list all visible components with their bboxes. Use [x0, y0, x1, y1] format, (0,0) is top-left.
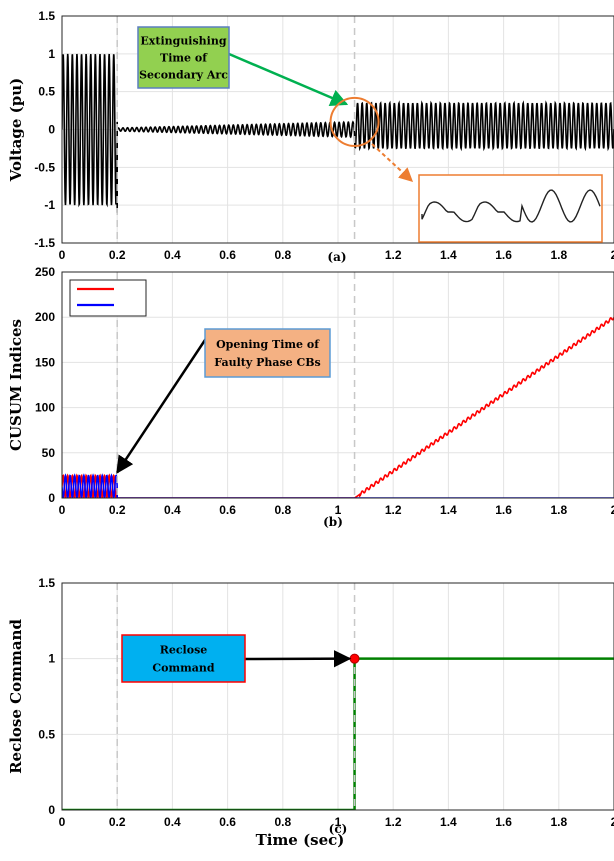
annotation: Extinguishing Time of Secondary Arc — [137, 26, 349, 107]
x-tick-label: 0.2 — [109, 248, 126, 262]
y-tick-label: 0 — [48, 123, 55, 137]
annotation-text: Faulty Phase CBs — [214, 356, 320, 369]
x-tick-label: 0.8 — [274, 503, 291, 517]
annotation-text: Reclose — [160, 644, 208, 657]
annotation-text: Command — [152, 662, 214, 675]
x-tick-label: 1.6 — [495, 503, 512, 517]
y-tick-label: 0.5 — [38, 85, 55, 99]
y-axis-label: Voltage (pu) — [7, 78, 25, 182]
y-tick-label: 50 — [42, 446, 56, 460]
y-tick-label: -1 — [44, 198, 55, 212]
annotation-box — [121, 634, 246, 683]
x-tick-label: 1.2 — [385, 815, 402, 829]
y-tick-label: 1 — [48, 652, 55, 666]
x-tick-label: 1.2 — [385, 248, 402, 262]
y-tick-label: 0 — [48, 491, 55, 505]
legend — [69, 279, 147, 317]
x-tick-label: 1.6 — [495, 815, 512, 829]
x-tick-label: 0.8 — [274, 248, 291, 262]
panel-a: 0 0.2 0.4 0.6 0.8 1.2 1.4 1.6 1.8 2 -1.5 -1 -0.5 0 0.5… — [7, 9, 614, 264]
y-tick-label: 100 — [35, 401, 55, 415]
x-tick-label: 1.8 — [550, 815, 567, 829]
x-tick-label: 0.4 — [164, 248, 181, 262]
annotation — [371, 143, 603, 243]
annotation-box — [137, 26, 230, 89]
x-tick-label: 1.4 — [440, 815, 457, 829]
y-tick-label: 0.5 — [38, 727, 55, 741]
x-tick-label: 0.4 — [164, 815, 181, 829]
annotation-box — [204, 328, 331, 378]
panel-label: (a) — [327, 250, 346, 264]
y-tick-label: -0.5 — [34, 160, 55, 174]
y-axis-label: CUSUM Indices — [7, 319, 25, 451]
x-tick-label: 1 — [335, 815, 342, 829]
series-layer — [62, 317, 614, 498]
x-tick-label: 1.4 — [440, 503, 457, 517]
x-tick-label: 0.6 — [219, 248, 236, 262]
x-tick-label: 0 — [59, 248, 66, 262]
x-axis-label: Time (sec) — [256, 831, 345, 849]
x-tick-label: 0.6 — [219, 503, 236, 517]
x-tick-label: 0 — [59, 815, 66, 829]
annotation: Reclose Command — [121, 634, 352, 683]
series-line-1 — [62, 317, 614, 498]
x-tick-label: 2 — [611, 503, 614, 517]
annotation — [329, 96, 380, 147]
x-tick-label: 2 — [611, 815, 614, 829]
x-tick-label: 0 — [59, 503, 66, 517]
y-tick-label: 150 — [35, 355, 55, 369]
legend-box — [69, 279, 147, 317]
inset-arrow — [371, 143, 414, 182]
y-tick-label: -1.5 — [34, 236, 55, 250]
x-tick-label: 0.2 — [109, 815, 126, 829]
y-tick-label: 1 — [48, 47, 55, 61]
y-tick-label: 1.5 — [38, 9, 55, 23]
x-tick-label: 1.4 — [440, 248, 457, 262]
panel-b: 0 0.2 0.4 0.6 0.8 1 1.2 1.4 1.6 1.8 2 0 50 100 150 200 2… — [7, 265, 614, 529]
command-marker — [349, 653, 360, 664]
axes-frame — [61, 271, 614, 499]
panel-c: 0 0.2 0.4 0.6 0.8 1 1.2 1.4 1.6 1.8 2 0 0.5 1 1.5 Reclo… — [7, 576, 614, 849]
annotation-arrow — [116, 336, 209, 474]
x-tick-label: 1.2 — [385, 503, 402, 517]
series-line-1 — [62, 53, 614, 213]
annotation-text: Time of — [160, 52, 208, 65]
highlight-circle — [329, 96, 380, 147]
series-line-1 — [62, 657, 614, 810]
x-tick-label: 2 — [611, 248, 614, 262]
y-tick-label: 1.5 — [38, 576, 55, 590]
annotation-arrow — [228, 52, 349, 107]
y-tick-label: 0 — [48, 803, 55, 817]
axes-frame — [61, 15, 614, 244]
axes-frame — [61, 582, 614, 811]
x-tick-label: 1.8 — [550, 503, 567, 517]
inset-waveform — [421, 189, 601, 223]
annotation-text: Secondary Arc — [139, 69, 228, 82]
series-layer — [62, 657, 614, 810]
panel-label: (b) — [323, 515, 343, 529]
inset-box — [418, 174, 603, 243]
annotation: Opening Time of Faulty Phase CBs — [116, 328, 331, 474]
x-tick-label: 1 — [335, 503, 342, 517]
panel-label: (c) — [329, 822, 348, 836]
y-axis-label: Reclose Command — [7, 619, 25, 774]
y-tick-label: 200 — [35, 310, 55, 324]
x-tick-label: 1.8 — [550, 248, 567, 262]
y-tick-label: 250 — [35, 265, 55, 279]
annotation-text: Extinguishing — [140, 35, 226, 48]
annotation-text: Opening Time of — [216, 338, 320, 351]
x-tick-label: 0.8 — [274, 815, 291, 829]
x-tick-label: 0.2 — [109, 503, 126, 517]
series-layer — [62, 53, 614, 213]
x-tick-label: 0.4 — [164, 503, 181, 517]
x-tick-label: 1.6 — [495, 248, 512, 262]
x-tick-label: 0.6 — [219, 815, 236, 829]
